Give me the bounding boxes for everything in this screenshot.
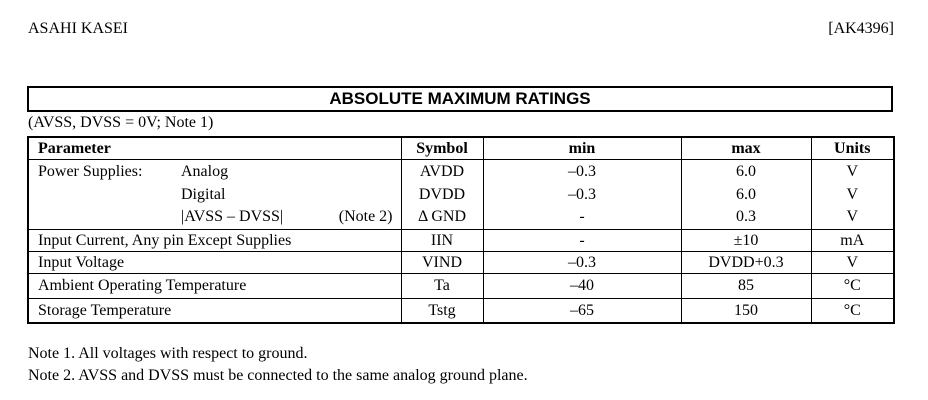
row: Input Voltage VIND –0.3 DVDD+0.3 V — [28, 251, 894, 274]
symbol: Δ GND — [400, 205, 483, 230]
symbol: IIN — [400, 229, 483, 252]
row: Input Current, Any pin Except Supplies I… — [28, 229, 894, 252]
group-label: Power Supplies: — [38, 163, 143, 180]
units: mA — [810, 229, 894, 252]
min: –0.3 — [482, 159, 681, 184]
part-number: [AK4396] — [828, 20, 894, 37]
header: max — [680, 137, 811, 160]
parameter: Digital — [181, 185, 226, 203]
units: °C — [810, 273, 894, 299]
row: Power Supplies: Analog AVDD –0.3 6.0 V — [28, 159, 894, 184]
max: 6.0 — [680, 184, 811, 205]
header: min — [482, 137, 681, 160]
note: Note 2. AVSS and DVSS must be connected … — [28, 367, 528, 384]
parameter: Ambient Operating Temperature — [28, 273, 401, 299]
header: Units — [810, 137, 894, 160]
parameter: Storage Temperature — [28, 298, 401, 323]
note-ref: (Note 2) — [338, 208, 393, 225]
symbol: Tstg — [400, 298, 483, 323]
symbol: AVDD — [400, 159, 483, 184]
row: Storage Temperature Tstg –65 150 °C — [28, 298, 894, 323]
max: 0.3 — [680, 205, 811, 230]
parameter: Input Current, Any pin Except Supplies — [28, 229, 401, 252]
min: –0.3 — [482, 251, 681, 274]
units: V — [810, 251, 894, 274]
units: °C — [810, 298, 894, 323]
parameter: Analog — [181, 163, 229, 180]
company: ASAHI KASEI — [28, 20, 128, 37]
title: ABSOLUTE MAXIMUM RATINGS — [27, 86, 893, 112]
symbol: VIND — [400, 251, 483, 274]
symbol: Ta — [400, 273, 483, 299]
max: 85 — [680, 273, 811, 299]
min: –0.3 — [482, 184, 681, 205]
min: - — [482, 229, 681, 252]
min: –65 — [482, 298, 681, 323]
max: ±10 — [680, 229, 811, 252]
condition: (AVSS, DVSS = 0V; Note 1) — [28, 114, 214, 131]
row: |AVSS – DVSS| (Note 2) Δ GND - 0.3 V — [28, 205, 894, 230]
parameter: |AVSS – DVSS| — [181, 208, 284, 225]
max: 150 — [680, 298, 811, 323]
units: V — [810, 205, 894, 230]
ratings-table: Parameter Symbol min max Units Power Sup… — [27, 136, 895, 324]
note: Note 1. All voltages with respect to gro… — [28, 345, 308, 362]
header: Parameter — [28, 137, 401, 160]
row: Digital DVDD –0.3 6.0 V — [28, 184, 894, 205]
units: V — [810, 159, 894, 184]
units: V — [810, 184, 894, 205]
header: Symbol — [400, 137, 483, 160]
parameter: Input Voltage — [28, 251, 401, 274]
min: –40 — [482, 273, 681, 299]
symbol: DVDD — [400, 184, 483, 205]
max: DVDD+0.3 — [680, 251, 811, 274]
min: - — [482, 205, 681, 230]
max: 6.0 — [680, 159, 811, 184]
row: Ambient Operating Temperature Ta –40 85 … — [28, 273, 894, 299]
header-row: Parameter Symbol min max Units — [28, 137, 894, 160]
